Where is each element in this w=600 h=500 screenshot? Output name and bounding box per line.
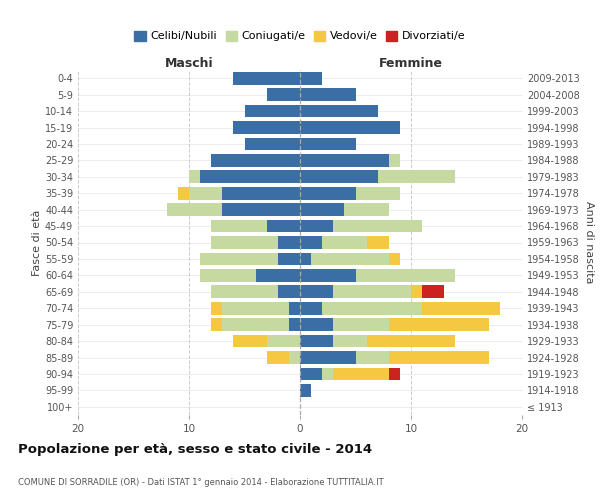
Bar [200, 269, 256, 282]
Bar [300, 72, 322, 85]
Bar [322, 302, 422, 314]
Bar [289, 351, 300, 364]
Bar [300, 334, 334, 347]
Bar [300, 170, 378, 183]
Bar [334, 368, 389, 380]
Bar [300, 252, 311, 266]
Bar [211, 302, 222, 314]
Bar [233, 121, 300, 134]
Bar [222, 318, 289, 331]
Bar [300, 88, 355, 101]
Bar [378, 170, 455, 183]
Bar [422, 286, 444, 298]
Bar [211, 236, 278, 249]
Bar [233, 334, 266, 347]
Bar [300, 104, 378, 118]
Bar [266, 220, 300, 232]
Bar [300, 154, 389, 167]
Bar [367, 334, 455, 347]
Bar [266, 88, 300, 101]
Text: Maschi: Maschi [164, 57, 214, 70]
Bar [422, 302, 500, 314]
Bar [300, 269, 355, 282]
Bar [222, 187, 300, 200]
Bar [256, 269, 300, 282]
Bar [245, 138, 300, 150]
Bar [311, 252, 389, 266]
Bar [278, 252, 300, 266]
Bar [334, 318, 389, 331]
Bar [300, 187, 355, 200]
Bar [245, 104, 300, 118]
Bar [389, 351, 489, 364]
Bar [189, 187, 222, 200]
Bar [411, 286, 422, 298]
Bar [355, 187, 400, 200]
Bar [334, 286, 411, 298]
Bar [211, 318, 222, 331]
Bar [322, 368, 334, 380]
Bar [200, 170, 300, 183]
Bar [300, 138, 355, 150]
Bar [344, 203, 389, 216]
Bar [278, 236, 300, 249]
Bar [300, 286, 334, 298]
Bar [300, 236, 322, 249]
Bar [200, 252, 278, 266]
Bar [355, 351, 389, 364]
Bar [289, 302, 300, 314]
Bar [211, 154, 300, 167]
Bar [300, 203, 344, 216]
Text: Femmine: Femmine [379, 57, 443, 70]
Bar [322, 236, 367, 249]
Y-axis label: Anni di nascita: Anni di nascita [583, 201, 593, 284]
Bar [211, 286, 278, 298]
Bar [300, 384, 311, 397]
Bar [334, 334, 367, 347]
Y-axis label: Fasce di età: Fasce di età [32, 210, 42, 276]
Bar [355, 269, 455, 282]
Bar [178, 187, 189, 200]
Bar [300, 368, 322, 380]
Text: COMUNE DI SORRADILE (OR) - Dati ISTAT 1° gennaio 2014 - Elaborazione TUTTITALIA.: COMUNE DI SORRADILE (OR) - Dati ISTAT 1°… [18, 478, 383, 487]
Bar [389, 252, 400, 266]
Bar [300, 318, 334, 331]
Text: Popolazione per età, sesso e stato civile - 2014: Popolazione per età, sesso e stato civil… [18, 442, 372, 456]
Bar [266, 334, 300, 347]
Bar [389, 154, 400, 167]
Bar [334, 220, 422, 232]
Bar [367, 236, 389, 249]
Bar [211, 220, 266, 232]
Bar [278, 286, 300, 298]
Bar [300, 351, 355, 364]
Bar [289, 318, 300, 331]
Bar [300, 121, 400, 134]
Bar [189, 170, 200, 183]
Bar [222, 203, 300, 216]
Bar [167, 203, 222, 216]
Bar [233, 72, 300, 85]
Bar [300, 220, 334, 232]
Legend: Celibi/Nubili, Coniugati/e, Vedovi/e, Divorziati/e: Celibi/Nubili, Coniugati/e, Vedovi/e, Di… [131, 28, 469, 44]
Bar [389, 318, 489, 331]
Bar [266, 351, 289, 364]
Bar [222, 302, 289, 314]
Bar [389, 368, 400, 380]
Bar [300, 302, 322, 314]
